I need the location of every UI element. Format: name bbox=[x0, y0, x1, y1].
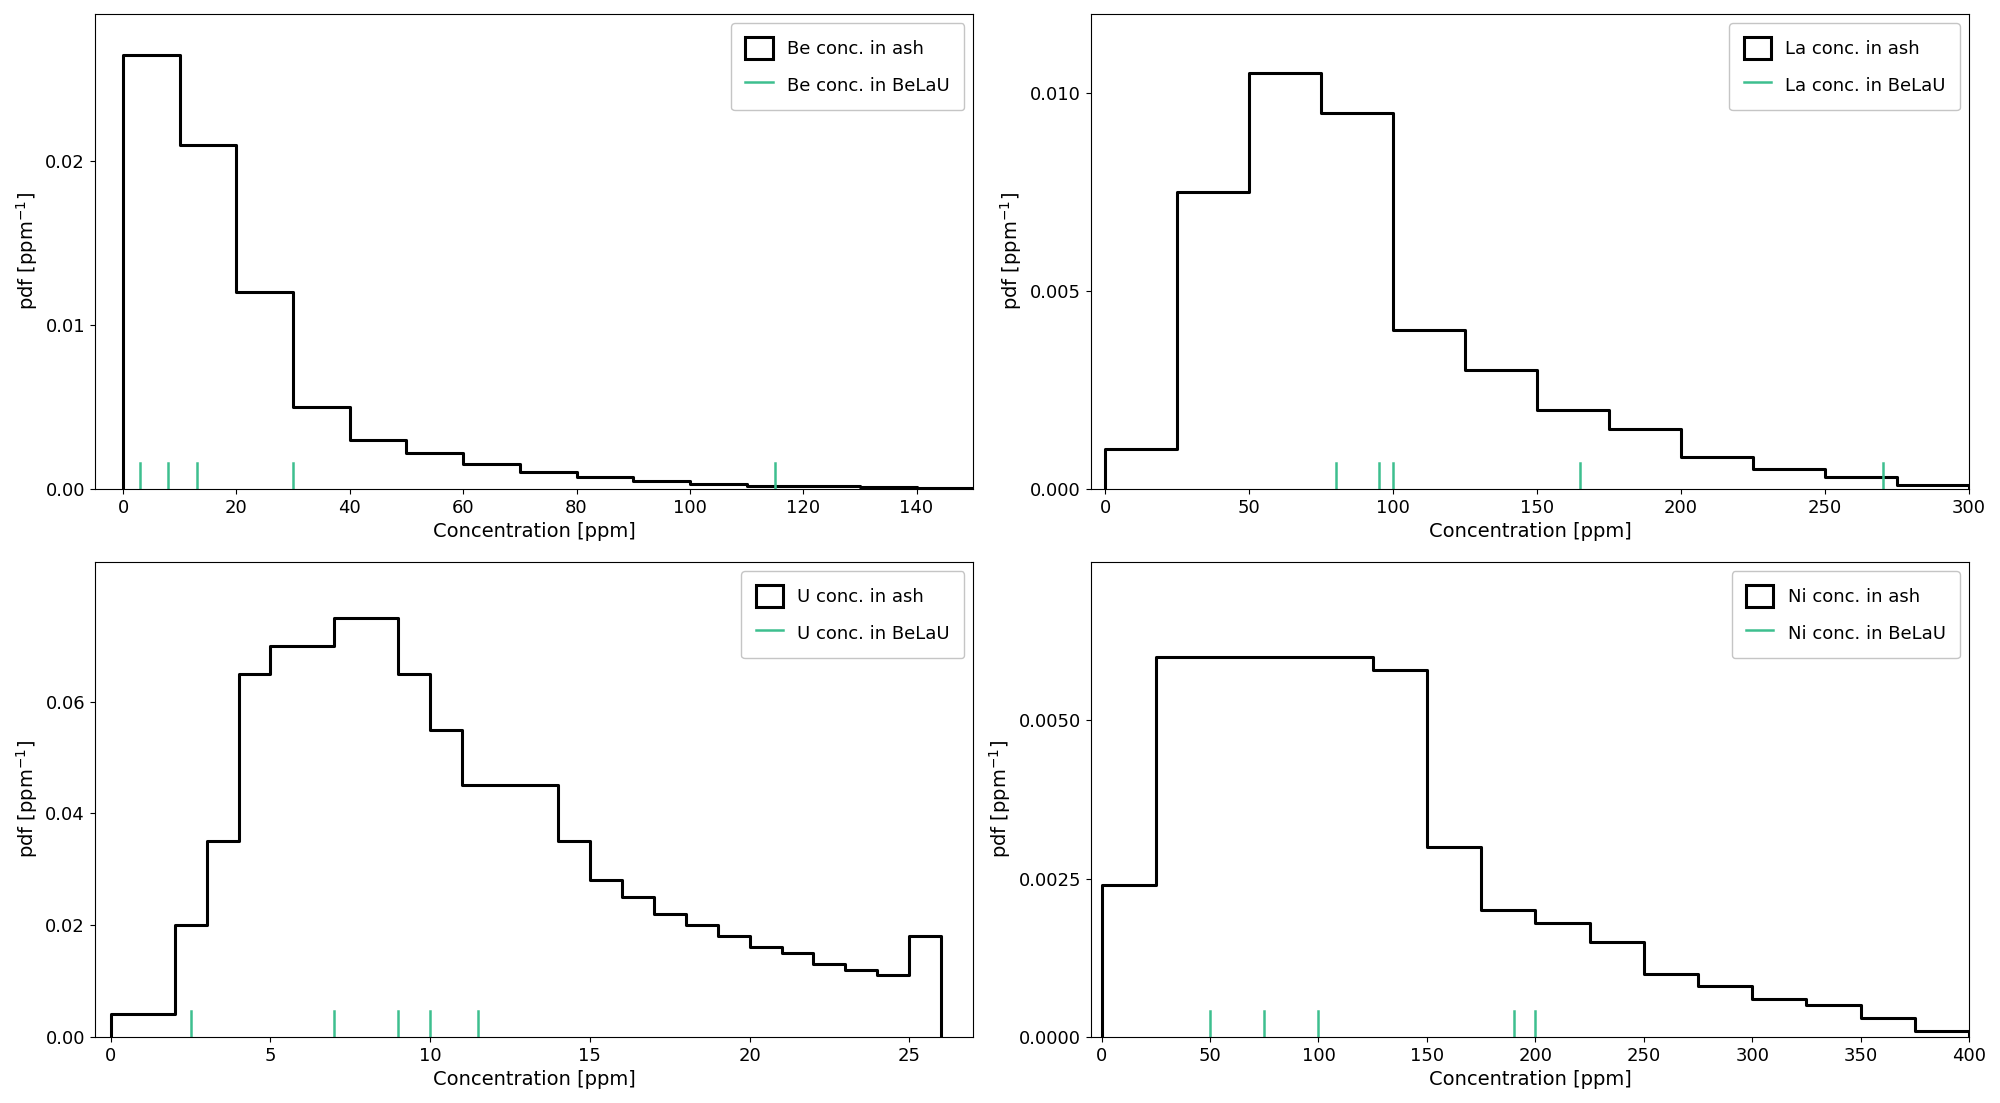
X-axis label: Concentration [ppm]: Concentration [ppm] bbox=[432, 1070, 636, 1089]
Y-axis label: pdf [ppm$^{-1}$]: pdf [ppm$^{-1}$] bbox=[14, 192, 40, 310]
X-axis label: Concentration [ppm]: Concentration [ppm] bbox=[432, 522, 636, 542]
Y-axis label: pdf [ppm$^{-1}$]: pdf [ppm$^{-1}$] bbox=[14, 740, 40, 858]
Y-axis label: pdf [ppm$^{-1}$]: pdf [ppm$^{-1}$] bbox=[988, 740, 1012, 858]
X-axis label: Concentration [ppm]: Concentration [ppm] bbox=[1428, 522, 1632, 542]
Legend: Be conc. in ash, Be conc. in BeLaU: Be conc. in ash, Be conc. in BeLaU bbox=[730, 23, 964, 110]
X-axis label: Concentration [ppm]: Concentration [ppm] bbox=[1428, 1070, 1632, 1089]
Legend: U conc. in ash, U conc. in BeLaU: U conc. in ash, U conc. in BeLaU bbox=[742, 571, 964, 658]
Legend: Ni conc. in ash, Ni conc. in BeLaU: Ni conc. in ash, Ni conc. in BeLaU bbox=[1732, 571, 1960, 658]
Legend: La conc. in ash, La conc. in BeLaU: La conc. in ash, La conc. in BeLaU bbox=[1730, 23, 1960, 110]
Y-axis label: pdf [ppm$^{-1}$]: pdf [ppm$^{-1}$] bbox=[998, 192, 1024, 310]
